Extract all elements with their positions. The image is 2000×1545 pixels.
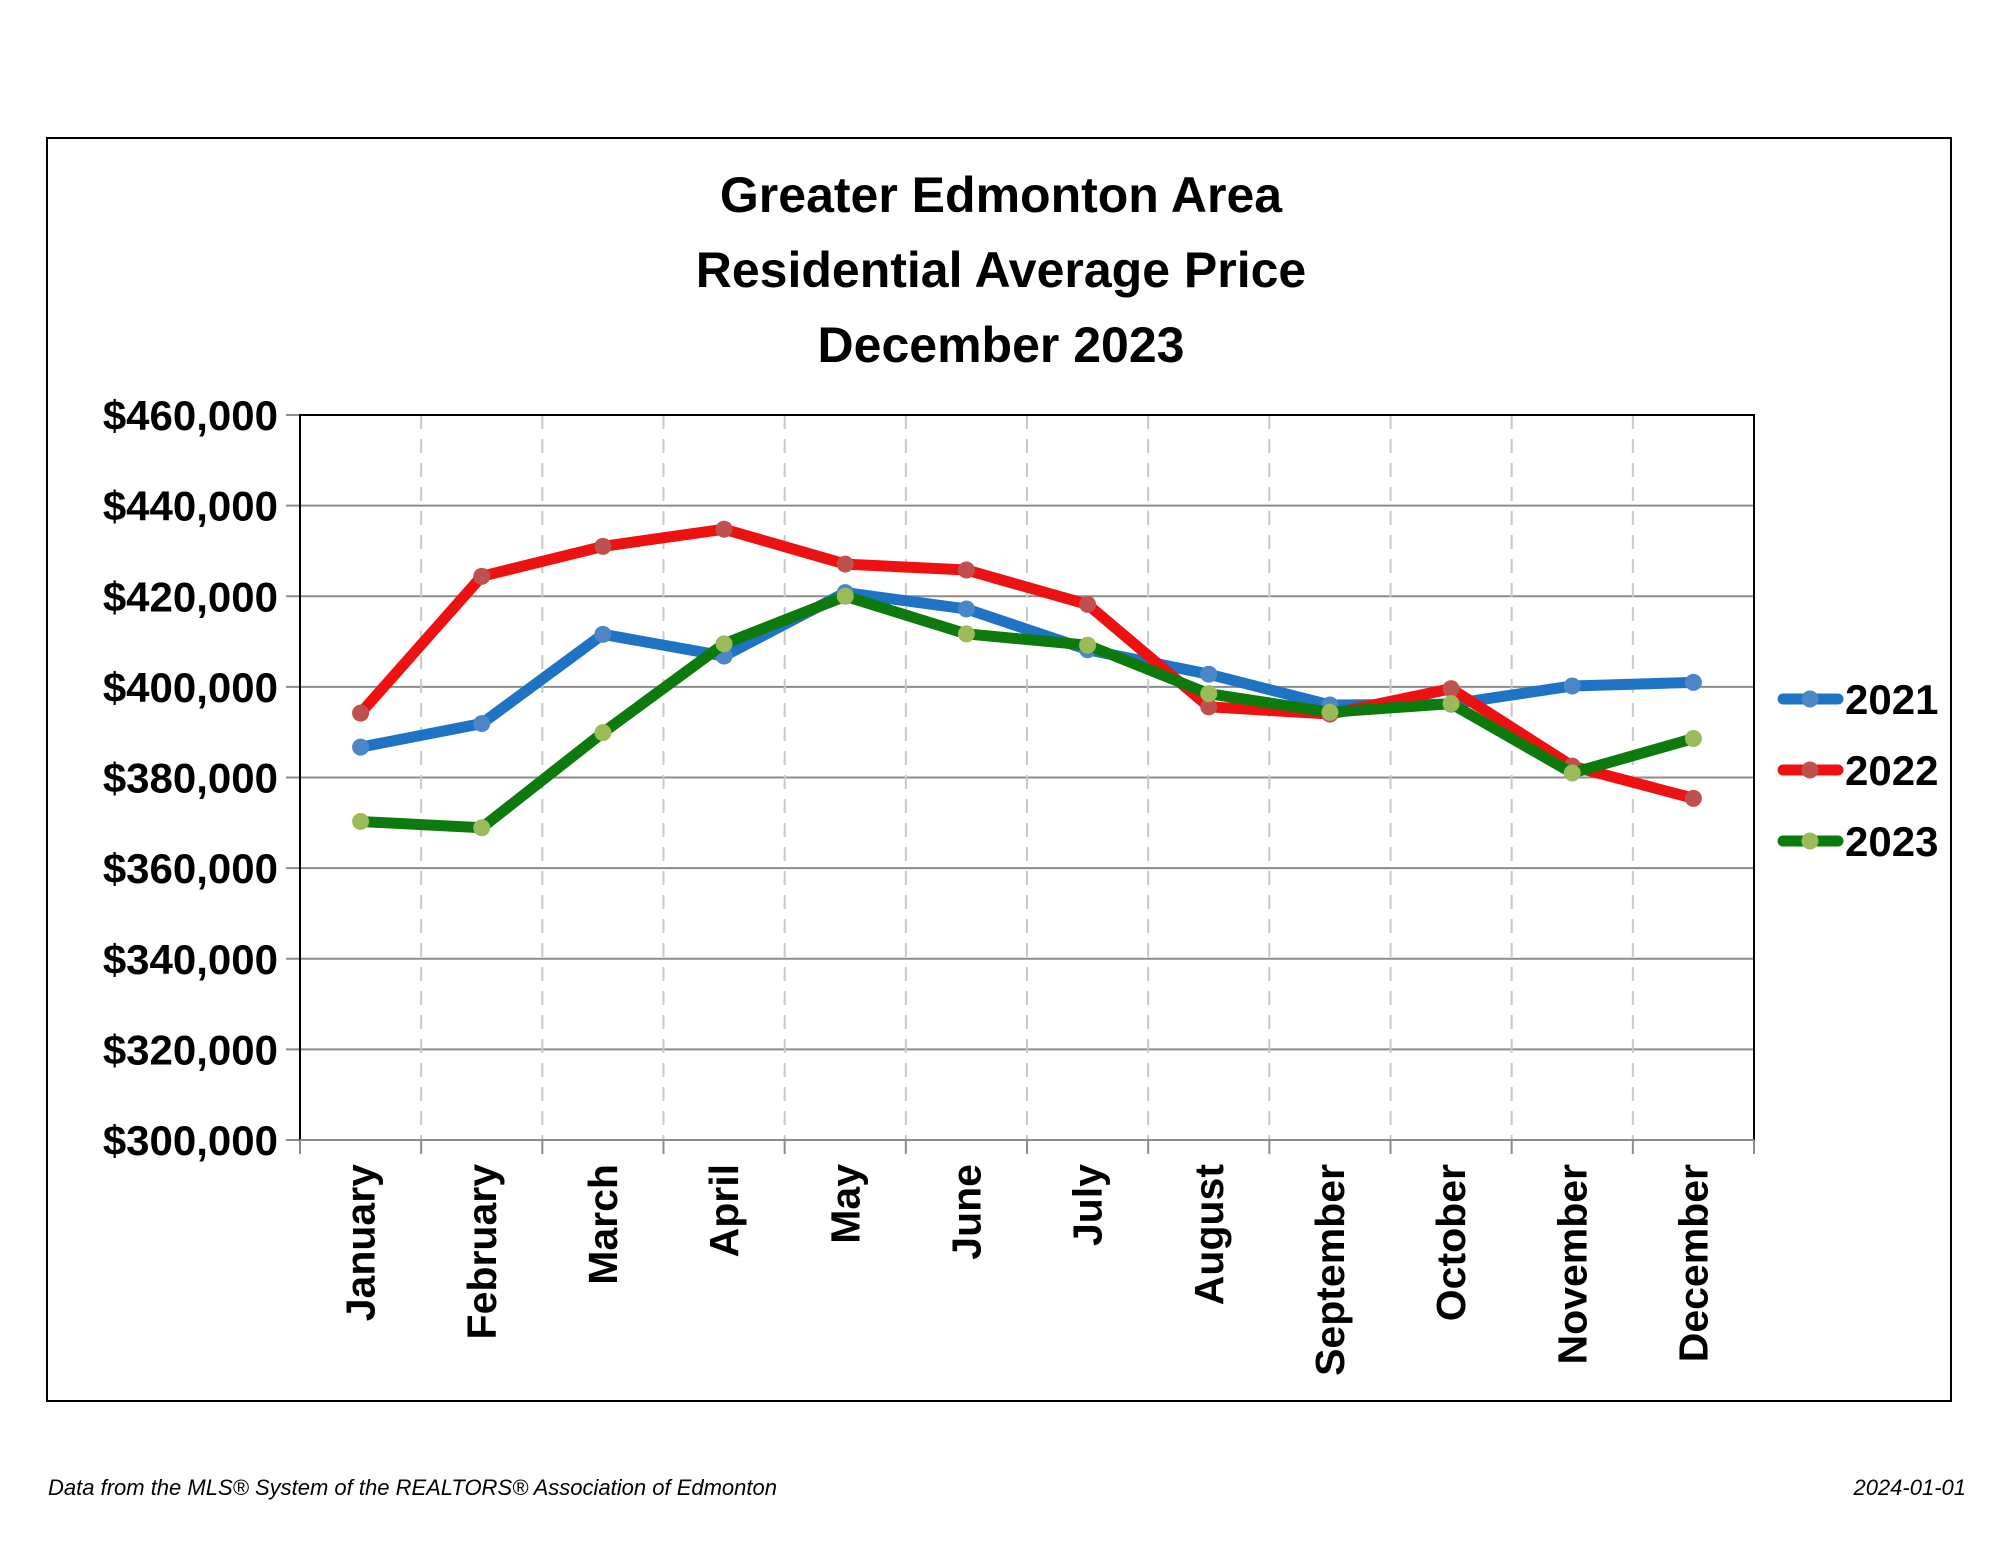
data-point-2022 xyxy=(594,537,612,555)
chart-title-line-2: Residential Average Price xyxy=(696,242,1306,298)
data-point-2023 xyxy=(1079,636,1097,654)
data-point-2023 xyxy=(473,819,491,837)
series-line-2023 xyxy=(355,590,1699,834)
x-axis-tick-labels: January February March April May June July Augu… xyxy=(338,1164,1717,1376)
data-point-2023 xyxy=(836,587,854,605)
y-tick-label: $460,000 xyxy=(103,392,278,439)
legend-label-2021: 2021 xyxy=(1845,676,1938,723)
y-tick-label: $440,000 xyxy=(103,483,278,530)
data-point-2023 xyxy=(352,812,370,830)
y-tick-label: $380,000 xyxy=(103,755,278,802)
data-point-2023 xyxy=(1442,695,1460,713)
data-point-2022 xyxy=(957,561,975,579)
line-chart: Greater Edmonton Area Residential Averag… xyxy=(103,167,1939,1376)
data-point-2021 xyxy=(1200,665,1218,683)
x-tick-label: January xyxy=(338,1164,384,1321)
chart-title-line-3: December 2023 xyxy=(818,317,1185,373)
x-tick-label: July xyxy=(1065,1164,1111,1246)
data-point-2023 xyxy=(715,635,733,653)
x-tick-label: February xyxy=(459,1164,505,1340)
x-tick-label: October xyxy=(1428,1164,1474,1321)
data-point-2022 xyxy=(1200,698,1218,716)
data-point-2021 xyxy=(473,715,491,733)
data-point-2023 xyxy=(1563,764,1581,782)
x-tick-label: June xyxy=(943,1164,989,1260)
legend-label-2022: 2022 xyxy=(1845,747,1938,794)
y-tick-label: $320,000 xyxy=(103,1026,278,1073)
data-point-2022 xyxy=(1079,595,1097,613)
data-point-2023 xyxy=(1200,685,1218,703)
x-tick-label: April xyxy=(701,1164,747,1257)
y-tick-label: $300,000 xyxy=(103,1117,278,1164)
data-point-2021 xyxy=(594,625,612,643)
data-point-2022 xyxy=(1684,789,1702,807)
data-point-2023 xyxy=(594,724,612,742)
chart-frame: Greater Edmonton Area Residential Averag… xyxy=(46,137,1952,1402)
series-line-2022 xyxy=(355,523,1699,804)
data-point-2023 xyxy=(1684,730,1702,748)
data-point-2023 xyxy=(957,625,975,643)
x-tick-label: September xyxy=(1307,1164,1353,1376)
y-tick-label: $400,000 xyxy=(103,664,278,711)
x-tick-label: May xyxy=(822,1164,868,1244)
y-axis-tick-labels: $300,000 $320,000 $340,000 $360,000 $380,000… xyxy=(103,392,278,1164)
y-tick-label: $360,000 xyxy=(103,845,278,892)
data-point-2022 xyxy=(715,520,733,538)
y-tick-label: $340,000 xyxy=(103,936,278,983)
chart-title: Greater Edmonton Area Residential Averag… xyxy=(696,167,1306,373)
data-point-2022 xyxy=(836,555,854,573)
legend-label-2023: 2023 xyxy=(1845,818,1938,865)
data-point-2021 xyxy=(352,738,370,756)
legend-marker-2021 xyxy=(1801,690,1819,708)
axes xyxy=(286,414,1755,1154)
data-point-2022 xyxy=(473,567,491,585)
y-tick-label: $420,000 xyxy=(103,573,278,620)
data-point-2022 xyxy=(1442,680,1460,698)
x-tick-label: March xyxy=(580,1164,626,1285)
data-point-2021 xyxy=(1684,673,1702,691)
x-tick-label: November xyxy=(1549,1164,1595,1365)
legend: 2021 2022 2023 xyxy=(1777,676,1938,865)
x-tick-label: August xyxy=(1186,1164,1232,1306)
chart-title-line-1: Greater Edmonton Area xyxy=(720,167,1283,223)
report-date: 2024-01-01 xyxy=(1853,1475,1966,1500)
series xyxy=(352,520,1702,837)
legend-marker-2022 xyxy=(1801,761,1819,779)
grid xyxy=(300,414,1754,1141)
x-tick-label: December xyxy=(1670,1164,1716,1362)
data-source-note: Data from the MLS® System of the REALTOR… xyxy=(48,1475,777,1500)
data-point-2023 xyxy=(1321,703,1339,721)
data-point-2022 xyxy=(352,704,370,722)
data-point-2021 xyxy=(1563,677,1581,695)
data-point-2021 xyxy=(957,600,975,618)
legend-marker-2023 xyxy=(1801,832,1819,850)
